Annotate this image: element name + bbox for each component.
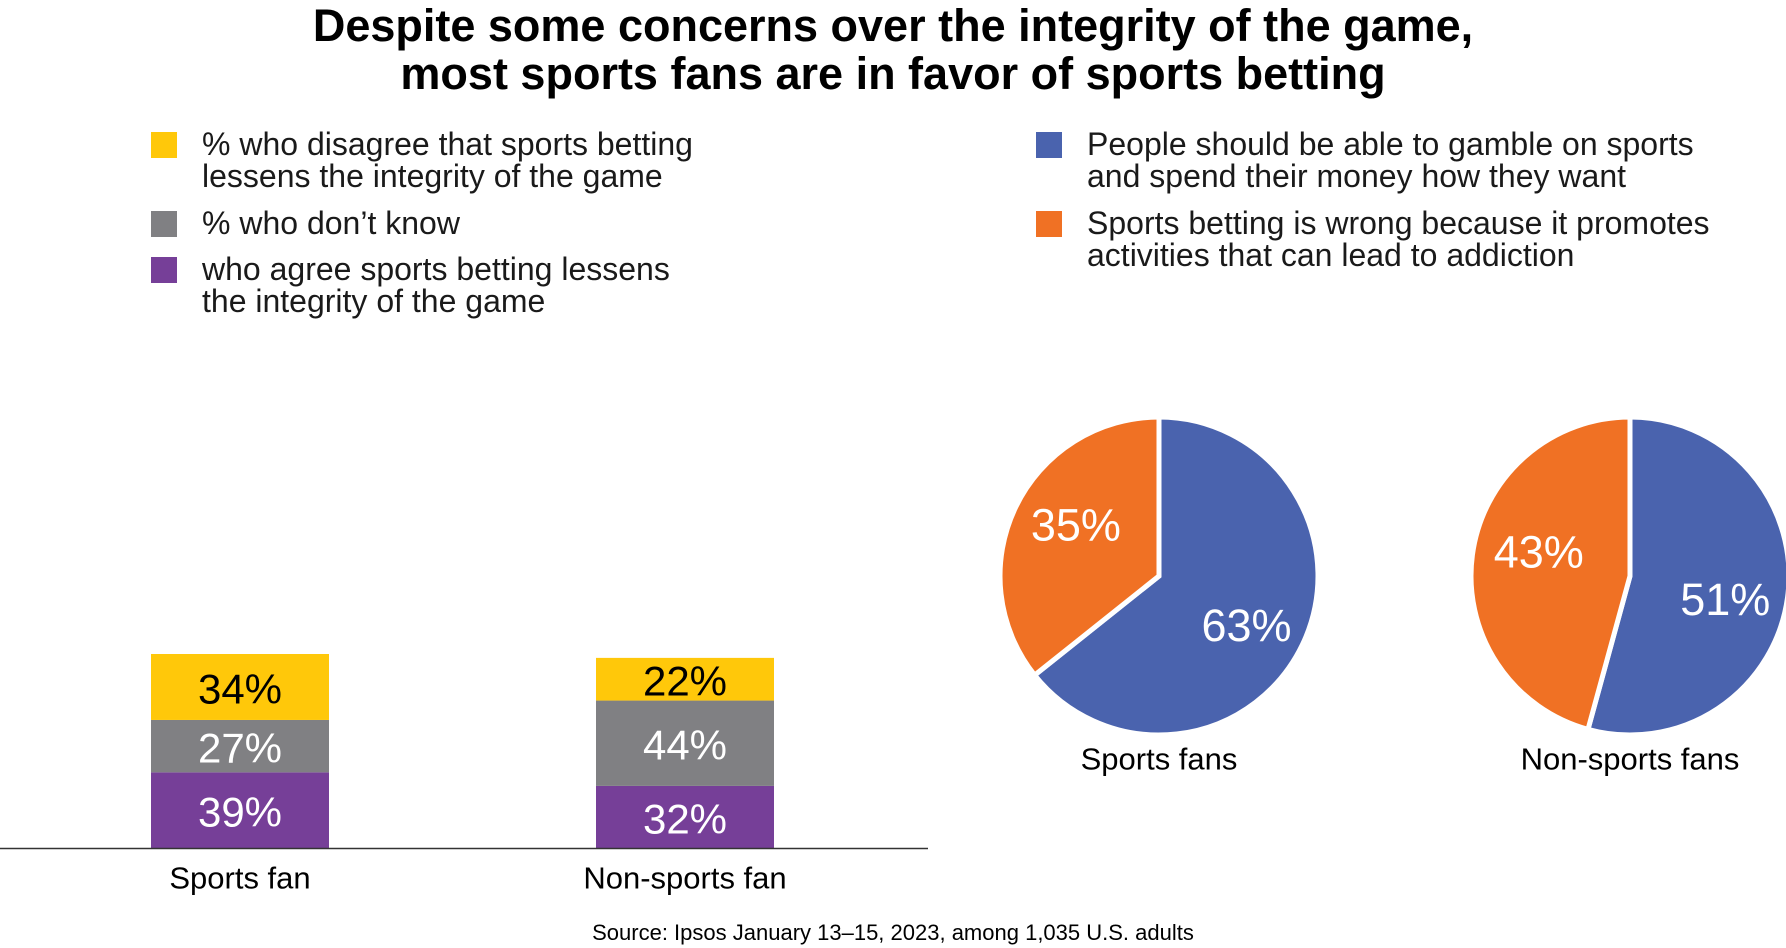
legend-item-disagree: % who disagree that sports betting lesse… (151, 128, 693, 192)
legend-swatch-agree (151, 257, 177, 283)
bar-segment-dont_know (596, 700, 774, 786)
bar-segment-disagree (151, 654, 329, 720)
pie-data-label: 35% (1031, 499, 1121, 550)
data-label: 34% (198, 665, 282, 712)
data-label: 27% (198, 725, 282, 772)
legend-item-dont-know: % who don’t know (151, 207, 460, 239)
pie-data-label: 51% (1680, 574, 1770, 625)
legend-label: % who don’t know (202, 205, 460, 241)
data-label: 32% (643, 795, 727, 842)
title-line-2: most sports fans are in favor of sports … (400, 48, 1386, 99)
legend-label: the integrity of the game (202, 283, 546, 319)
data-label: 22% (643, 658, 727, 705)
bar-segment-disagree (596, 657, 774, 701)
title-line-1: Despite some concerns over the integrity… (312, 0, 1474, 51)
legend-swatch-dont-know (151, 211, 177, 237)
legend-label: lessens the integrity of the game (202, 158, 663, 194)
legend-label: who agree sports betting lessens (202, 251, 670, 287)
pie-slice-wrong (1468, 414, 1633, 733)
pie-data-label: 63% (1201, 600, 1291, 651)
chart-title: Despite some concerns over the integrity… (0, 2, 1786, 98)
legend-label: Sports betting is wrong because it promo… (1087, 205, 1710, 241)
legend-label: and spend their money how they want (1087, 158, 1626, 194)
legend-swatch-disagree (151, 132, 177, 158)
pie-slice-wrong (997, 414, 1162, 679)
legend-swatch-gamble (1036, 132, 1062, 158)
pie-slice-gamble (1031, 414, 1321, 738)
legend-label: activities that can lead to addiction (1087, 237, 1575, 273)
pie-label: Sports fans (1081, 742, 1238, 777)
pie-label: Non-sports fans (1521, 742, 1740, 777)
pie-data-label: 43% (1494, 527, 1584, 578)
pie-slice-gamble (1584, 414, 1786, 738)
bar-segment-dont_know (151, 719, 329, 773)
source-note: Source: Ipsos January 13–15, 2023, among… (592, 920, 1194, 945)
legend-item-gamble: People should be able to gamble on sport… (1036, 128, 1694, 192)
bar-segment-agree (596, 785, 774, 848)
data-label: 44% (643, 722, 727, 769)
legend-swatch-wrong (1036, 211, 1062, 237)
legend-label: % who disagree that sports betting (202, 126, 693, 162)
bar-segment-agree (151, 772, 329, 848)
legend-item-agree: who agree sports betting lessens the int… (151, 253, 670, 317)
x-tick-label: Sports fan (169, 861, 310, 896)
legend-label: People should be able to gamble on sport… (1087, 126, 1694, 162)
legend-item-wrong: Sports betting is wrong because it promo… (1036, 207, 1710, 271)
x-tick-label: Non-sports fan (583, 861, 786, 896)
data-label: 39% (198, 789, 282, 836)
